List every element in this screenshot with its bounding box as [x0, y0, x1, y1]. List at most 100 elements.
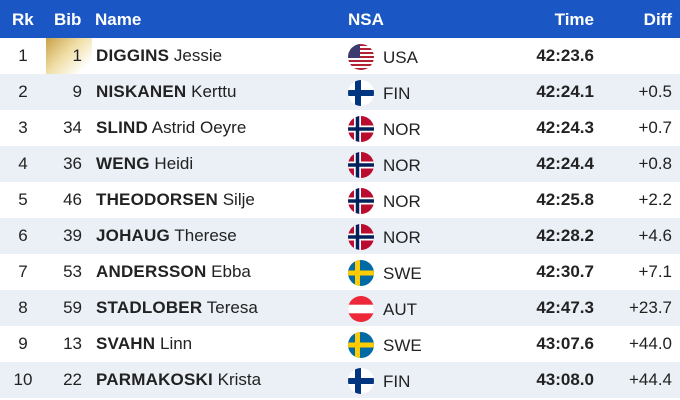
- table-row[interactable]: 2 9 NISKANEN Kerttu FIN 42:24.1 +0.5: [0, 74, 680, 110]
- bib-cell: 59: [63, 298, 82, 317]
- nsa-cell: AUT: [383, 300, 417, 319]
- nsa-cell: FIN: [383, 372, 411, 391]
- diff-cell: +2.2: [638, 190, 672, 209]
- rank-cell: 9: [18, 334, 28, 353]
- athlete-last-name: PARMAKOSKI: [96, 370, 213, 389]
- table-row[interactable]: 10 22 PARMAKOSKI Krista FIN 43:08.0 +44.4: [0, 362, 680, 398]
- nsa-cell: NOR: [383, 192, 421, 211]
- header-diff[interactable]: Diff: [643, 10, 672, 29]
- athlete-name[interactable]: JOHAUG Therese: [96, 226, 237, 246]
- athlete-name[interactable]: NISKANEN Kerttu: [96, 82, 236, 102]
- athlete-name[interactable]: THEODORSEN Silje: [96, 190, 255, 210]
- rank-cell: 5: [18, 190, 28, 209]
- athlete-last-name: JOHAUG: [96, 226, 170, 245]
- diff-cell: +4.6: [638, 226, 672, 245]
- bib-cell: 9: [72, 82, 82, 101]
- rank-cell: 1: [18, 46, 28, 65]
- table-row[interactable]: 1 1 DIGGINS Jessie USA 42:23.6: [0, 38, 680, 74]
- athlete-last-name: NISKANEN: [96, 82, 187, 101]
- athlete-first-name: Linn: [159, 334, 193, 353]
- norway-flag-icon: [348, 116, 374, 142]
- athlete-first-name: Ebba: [211, 262, 251, 281]
- header-rank[interactable]: Rk: [12, 10, 34, 29]
- norway-flag-icon: [348, 152, 374, 178]
- header-time[interactable]: Time: [554, 10, 594, 29]
- athlete-name[interactable]: PARMAKOSKI Krista: [96, 370, 261, 390]
- athlete-name[interactable]: WENG Heidi: [96, 154, 193, 174]
- bib-cell: 13: [63, 334, 82, 353]
- rank-cell: 4: [18, 154, 28, 173]
- diff-cell: +44.4: [628, 370, 672, 389]
- athlete-name[interactable]: STADLOBER Teresa: [96, 298, 258, 318]
- time-cell: 42:24.4: [536, 154, 594, 173]
- time-cell: 42:47.3: [536, 298, 594, 317]
- bib-cell: 34: [63, 118, 82, 137]
- athlete-first-name: Astrid Oeyre: [151, 118, 247, 137]
- diff-cell: +0.8: [638, 154, 672, 173]
- austria-flag-icon: [348, 296, 374, 322]
- nsa-cell: SWE: [383, 336, 422, 355]
- diff-cell: +0.5: [638, 82, 672, 101]
- athlete-last-name: ANDERSSON: [96, 262, 207, 281]
- table-row[interactable]: 4 36 WENG Heidi NOR 42:24.4 +0.8: [0, 146, 680, 182]
- norway-flag-icon: [348, 188, 374, 214]
- time-cell: 42:23.6: [536, 46, 594, 65]
- header-nsa[interactable]: NSA: [348, 10, 384, 29]
- diff-cell: +23.7: [628, 298, 672, 317]
- nsa-cell: NOR: [383, 228, 421, 247]
- rank-cell: 2: [18, 82, 28, 101]
- diff-cell: +7.1: [638, 262, 672, 281]
- athlete-first-name: Jessie: [173, 46, 223, 65]
- sweden-flag-icon: [348, 260, 374, 286]
- athlete-first-name: Heidi: [154, 154, 194, 173]
- bib-cell: 36: [63, 154, 82, 173]
- time-cell: 43:07.6: [536, 334, 594, 353]
- athlete-last-name: STADLOBER: [96, 298, 203, 317]
- time-cell: 43:08.0: [536, 370, 594, 389]
- nsa-cell: FIN: [383, 84, 411, 103]
- table-row[interactable]: 8 59 STADLOBER Teresa AUT 42:47.3 +23.7: [0, 290, 680, 326]
- time-cell: 42:25.8: [536, 190, 594, 209]
- results-rows: 1 1 DIGGINS Jessie USA 42:23.6 2 9 NISKANEN Ker…: [0, 38, 680, 398]
- bib-cell: 46: [63, 190, 82, 209]
- time-cell: 42:30.7: [536, 262, 594, 281]
- usa-flag-icon: [348, 44, 374, 70]
- athlete-first-name: Kerttu: [191, 82, 237, 101]
- bib-cell: 53: [63, 262, 82, 281]
- athlete-name[interactable]: DIGGINS Jessie: [96, 46, 222, 66]
- athlete-name[interactable]: SLIND Astrid Oeyre: [96, 118, 246, 138]
- table-header: Rk Bib Name NSA Time Diff: [0, 0, 680, 38]
- rank-cell: 6: [18, 226, 28, 245]
- nsa-cell: SWE: [383, 264, 422, 283]
- gold-medal-highlight: [46, 38, 92, 74]
- table-row[interactable]: 9 13 SVAHN Linn SWE 43:07.6 +44.0: [0, 326, 680, 362]
- norway-flag-icon: [348, 224, 374, 250]
- rank-cell: 8: [18, 298, 28, 317]
- nsa-cell: NOR: [383, 156, 421, 175]
- athlete-first-name: Silje: [222, 190, 255, 209]
- table-row[interactable]: 6 39 JOHAUG Therese NOR 42:28.2 +4.6: [0, 218, 680, 254]
- rank-cell: 7: [18, 262, 28, 281]
- rank-cell: 10: [13, 370, 33, 389]
- athlete-last-name: SLIND: [96, 118, 148, 137]
- table-row[interactable]: 3 34 SLIND Astrid Oeyre NOR 42:24.3 +0.7: [0, 110, 680, 146]
- athlete-last-name: WENG: [96, 154, 150, 173]
- diff-cell: +0.7: [638, 118, 672, 137]
- header-name[interactable]: Name: [95, 10, 142, 29]
- athlete-name[interactable]: SVAHN Linn: [96, 334, 192, 354]
- table-row[interactable]: 7 53 ANDERSSON Ebba SWE 42:30.7 +7.1: [0, 254, 680, 290]
- bib-cell: 1: [72, 46, 82, 65]
- athlete-last-name: THEODORSEN: [96, 190, 218, 209]
- header-bib[interactable]: Bib: [54, 10, 82, 29]
- table-row[interactable]: 5 46 THEODORSEN Silje NOR 42:25.8 +2.2: [0, 182, 680, 218]
- bib-cell: 39: [63, 226, 82, 245]
- time-cell: 42:24.3: [536, 118, 594, 137]
- athlete-first-name: Teresa: [206, 298, 258, 317]
- diff-cell: +44.0: [628, 334, 672, 353]
- finland-flag-icon: [348, 368, 374, 394]
- rank-cell: 3: [18, 118, 28, 137]
- bib-cell: 22: [63, 370, 82, 389]
- athlete-last-name: DIGGINS: [96, 46, 170, 65]
- athlete-name[interactable]: ANDERSSON Ebba: [96, 262, 251, 282]
